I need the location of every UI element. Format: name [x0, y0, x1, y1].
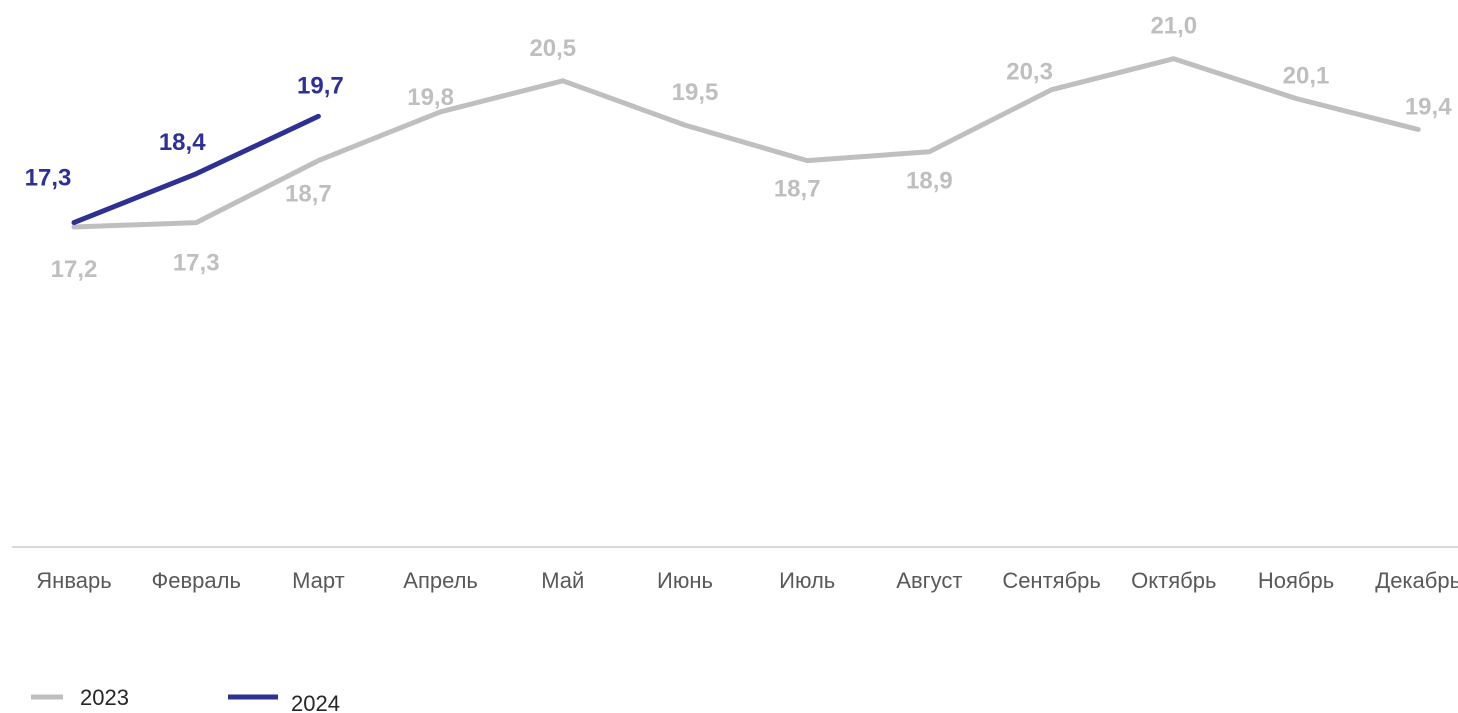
data-label-2023-3: 19,8 [407, 84, 454, 111]
data-label-2023-5: 19,5 [672, 79, 719, 106]
legend-label-2024: 2024 [291, 691, 340, 713]
data-labels: 17,2 17,3 18,7 19,8 20,5 19,5 18,7 18,9 20,3 21,0… [25, 13, 1453, 283]
x-tick-label-7: Август [896, 568, 962, 593]
data-label-2023-1: 17,3 [173, 250, 220, 277]
x-tick-label-11: Декабрь [1375, 568, 1458, 593]
data-label-2023-4: 20,5 [529, 35, 576, 62]
data-label-2023-8: 20,3 [1006, 59, 1053, 86]
data-label-2024-0: 17,3 [25, 165, 72, 192]
x-axis-tick-labels: Январь Февраль Март Апрель Май Июнь Июль Август… [36, 568, 1458, 593]
series-lines [71, 56, 1421, 230]
legend: 2023 2024 [31, 685, 340, 713]
series-line-2023 [71, 56, 1421, 230]
data-label-2023-2: 18,7 [285, 181, 332, 208]
data-label-2023-11: 19,4 [1405, 94, 1452, 121]
x-tick-label-10: Ноябрь [1258, 568, 1334, 593]
x-tick-label-9: Октябрь [1131, 568, 1216, 593]
data-label-2023-9: 21,0 [1150, 13, 1197, 40]
x-tick-label-6: Июль [779, 568, 835, 593]
data-label-2023-0: 17,2 [51, 256, 98, 283]
x-tick-label-2: Март [292, 568, 345, 593]
legend-label-2023: 2023 [80, 685, 129, 710]
x-tick-label-0: Январь [36, 568, 111, 593]
data-label-2023-10: 20,1 [1283, 63, 1330, 90]
data-label-2023-7: 18,9 [906, 168, 953, 195]
x-tick-label-5: Июнь [657, 568, 713, 593]
data-label-2024-1: 18,4 [159, 129, 206, 156]
data-label-2023-6: 18,7 [774, 176, 821, 203]
x-tick-label-3: Апрель [403, 568, 478, 593]
data-label-2024-2: 19,7 [297, 72, 344, 99]
series-line-2024 [71, 113, 321, 226]
x-tick-label-8: Сентябрь [1002, 568, 1101, 593]
x-tick-label-4: Май [541, 568, 584, 593]
x-tick-label-1: Февраль [151, 568, 240, 593]
